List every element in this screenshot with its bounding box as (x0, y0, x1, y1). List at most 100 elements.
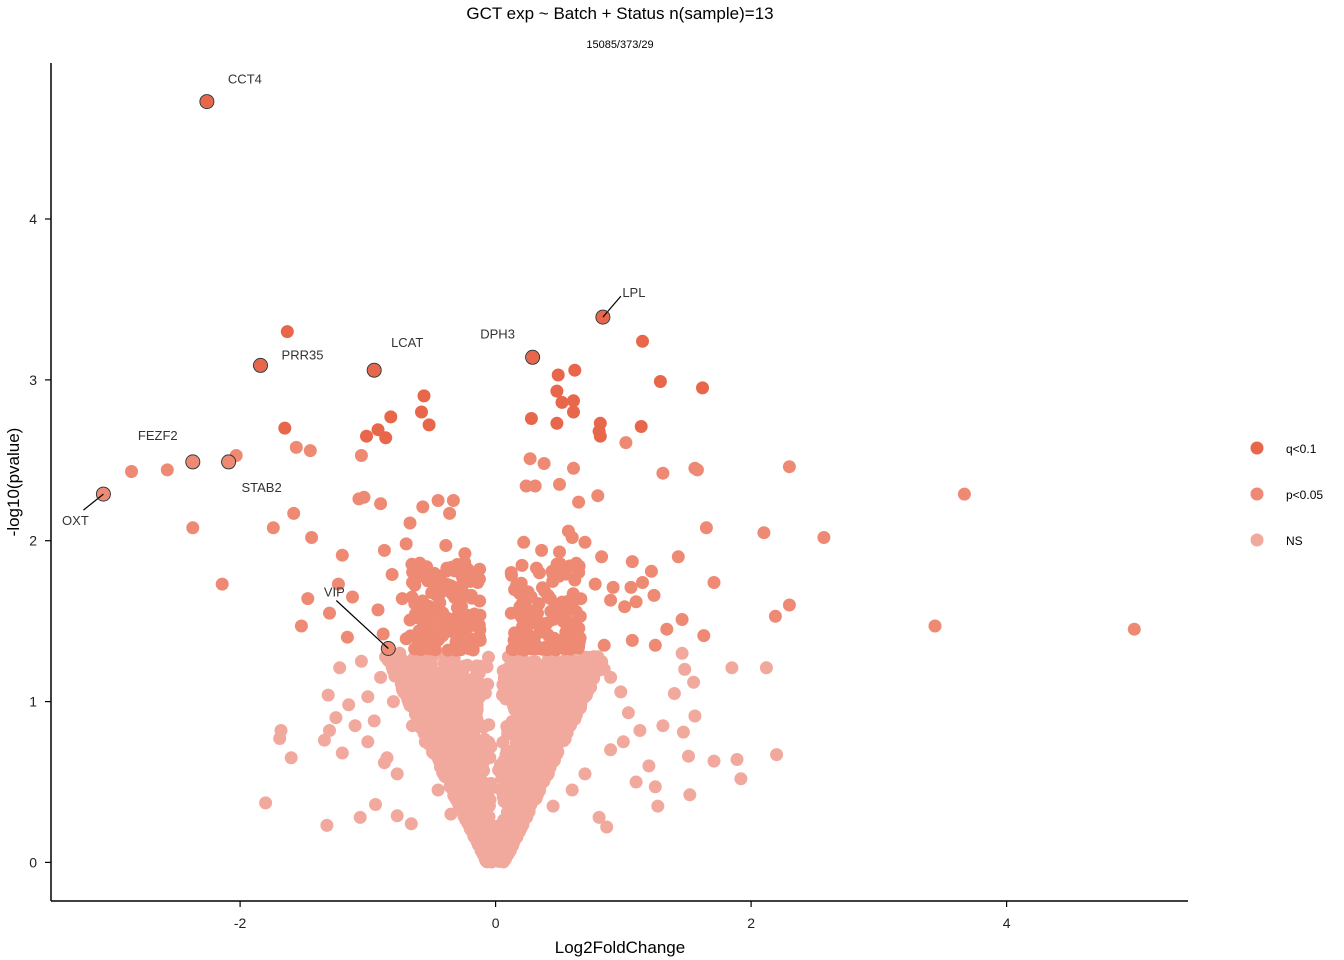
p-point (354, 449, 368, 462)
ns-point (320, 818, 334, 832)
ns-point (614, 685, 628, 699)
ns-point (450, 679, 464, 692)
p-point (546, 613, 560, 626)
ns-point (476, 823, 490, 837)
p-point (464, 588, 478, 602)
ns-cloud-point (511, 677, 524, 691)
ns-point (642, 759, 656, 773)
p-cloud-point (527, 642, 541, 656)
ns-point (707, 754, 721, 768)
labelled-point-outline (221, 454, 237, 470)
ns-point (540, 727, 554, 741)
p-point (473, 633, 487, 647)
p-cloud-point (406, 565, 420, 579)
ns-point (600, 820, 614, 834)
q-point (371, 423, 385, 437)
ns-point (450, 735, 464, 749)
p-point (553, 477, 566, 491)
p-point (471, 576, 485, 589)
p-point (553, 545, 566, 559)
ns-point (592, 810, 606, 824)
ns-point (406, 719, 419, 733)
ns-cloud-point (452, 724, 466, 738)
p-cloud-point (518, 643, 531, 657)
ns-point (463, 807, 477, 821)
p-point (707, 576, 721, 589)
ns-point (476, 775, 490, 789)
ns-point (361, 735, 375, 749)
p-point (515, 596, 529, 610)
chart-title: GCT exp ~ Batch + Status n(sample)=13 (466, 4, 773, 23)
q-point (550, 384, 564, 398)
ns-cloud-point (472, 666, 486, 680)
ns-cloud-point (510, 738, 524, 752)
ns-point (759, 661, 773, 675)
p-cloud-point (516, 619, 530, 633)
p-point (376, 627, 390, 641)
x-tick-label: 0 (492, 915, 500, 931)
ns-point (353, 810, 367, 824)
p-point (125, 465, 138, 478)
labelled-point-outline (253, 357, 268, 373)
p-point (346, 590, 359, 604)
x-tick-label: -2 (234, 915, 247, 931)
ns-point (648, 780, 662, 794)
p-cloud-point (540, 639, 554, 653)
ns-point (501, 826, 515, 840)
p-point (541, 588, 555, 602)
ns-point (687, 675, 701, 689)
p-cloud-point (556, 614, 570, 628)
p-point (399, 537, 413, 551)
ns-point (348, 719, 362, 733)
p-point (619, 436, 633, 450)
q-point (636, 334, 649, 348)
chart-subtitle: 15085/373/29 (586, 39, 653, 51)
gene-label: PRR35 (282, 347, 324, 362)
ns-point (651, 799, 665, 813)
ns-cloud-point (462, 673, 476, 687)
label-leader-line (335, 600, 389, 649)
ns-point (621, 706, 635, 720)
labelled-point-outline (366, 362, 382, 378)
ns-point (463, 727, 477, 741)
p-point (629, 595, 643, 609)
p-point (588, 577, 602, 591)
ns-cloud-point (417, 720, 431, 734)
ns-point (578, 654, 592, 668)
p-point (371, 603, 385, 617)
ns-cloud-point (482, 735, 496, 749)
p-point (266, 521, 280, 535)
ns-point (450, 783, 464, 797)
ns-point (656, 719, 670, 733)
ns-point (604, 743, 618, 757)
p-point (656, 466, 670, 480)
p-cloud-point (505, 568, 518, 582)
gene-label: CCT4 (228, 72, 262, 87)
p-point (817, 531, 831, 544)
ns-point (333, 661, 347, 675)
ns-point (431, 711, 445, 725)
ns-point (678, 662, 692, 676)
p-point (569, 605, 583, 618)
ns-cloud-point (437, 730, 451, 743)
p-cloud-point (514, 576, 528, 590)
p-point (323, 606, 336, 620)
q-point (367, 363, 381, 377)
ns-cloud-point (495, 771, 509, 785)
p-point (305, 531, 319, 544)
p-point (301, 592, 315, 606)
ns-cloud-point (452, 662, 466, 676)
ns-cloud-point (523, 736, 537, 750)
p-point (431, 494, 445, 507)
q-point (696, 381, 709, 395)
ns-point (390, 809, 404, 823)
ns-point (457, 767, 471, 781)
ns-cloud-point (505, 715, 519, 728)
q-point (200, 95, 214, 109)
p-point (416, 500, 430, 514)
labelled-point-outline (199, 94, 215, 110)
p-point (444, 579, 458, 593)
q-point (524, 412, 538, 425)
ns-point (514, 654, 528, 668)
p-point (648, 638, 662, 652)
